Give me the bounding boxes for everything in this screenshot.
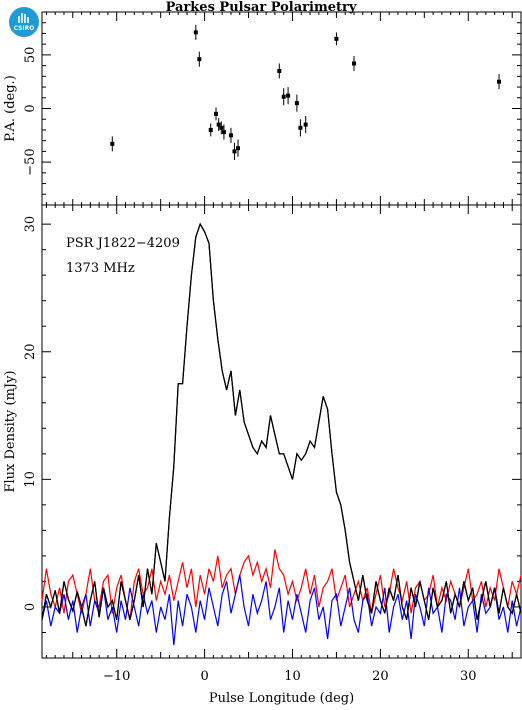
x-tick-label: 20 (372, 669, 389, 684)
x-tick-label: 30 (460, 669, 477, 684)
annotation-frequency: 1373 MHz (66, 261, 135, 276)
csiro-logo: CSIRO (9, 7, 39, 37)
pa-point (334, 36, 339, 41)
pa-point (352, 61, 357, 66)
pa-point (281, 94, 286, 99)
pa-point (497, 79, 502, 84)
pa-point (110, 141, 115, 146)
pa-point (294, 101, 299, 106)
pa-point (193, 30, 198, 35)
flux-panel: −10 0 10 20 30 0 10 20 30 PSR J1822−4209 1373 MHz F… (3, 204, 522, 706)
x-tick-label: 0 (200, 669, 208, 684)
pa-ylabel: P.A. (deg.) (3, 75, 18, 142)
flux-ylabel: Flux Density (mJy) (3, 370, 18, 492)
pa-point (228, 133, 233, 138)
flux-series-line-1 (41, 549, 522, 620)
annotation-psr: PSR J1822−4209 (66, 236, 180, 251)
flux-series-line-0 (41, 222, 522, 627)
pa-point (208, 127, 213, 132)
flux-y-tick-label: 30 (23, 216, 38, 233)
flux-series-line-2 (41, 574, 522, 646)
pa-point (216, 122, 221, 127)
pa-panel: −50 0 50 P.A. (deg.) (3, 11, 522, 206)
x-tick-label: 10 (284, 669, 301, 684)
pa-point (303, 122, 308, 127)
flux-y-tick-label: 20 (23, 343, 38, 360)
pa-y-tick-label: 50 (23, 47, 38, 64)
pa-point (219, 125, 224, 130)
flux-y-tick-label: 10 (23, 471, 38, 488)
x-tick-label: −10 (103, 669, 130, 684)
flux-xlabel: Pulse Longitude (deg) (209, 691, 354, 706)
page-title: Parkes Pulsar Polarimetry (165, 0, 357, 15)
flux-series-line-0-top (41, 222, 522, 627)
flux-frame (41, 204, 522, 659)
pa-point (197, 57, 202, 62)
pa-frame (41, 11, 522, 206)
pa-point (221, 130, 226, 135)
flux-y-tick-label: 0 (23, 603, 38, 611)
pa-y-tick-label: −50 (23, 148, 38, 175)
logo-mark-icon (18, 13, 29, 23)
pa-point (235, 146, 240, 151)
pa-point (232, 149, 237, 154)
pa-point (214, 111, 219, 116)
pa-point (298, 125, 303, 130)
pa-point (286, 93, 291, 98)
pa-point (277, 68, 282, 73)
pa-y-tick-label: 0 (23, 104, 38, 112)
logo-text: CSIRO (13, 25, 35, 32)
